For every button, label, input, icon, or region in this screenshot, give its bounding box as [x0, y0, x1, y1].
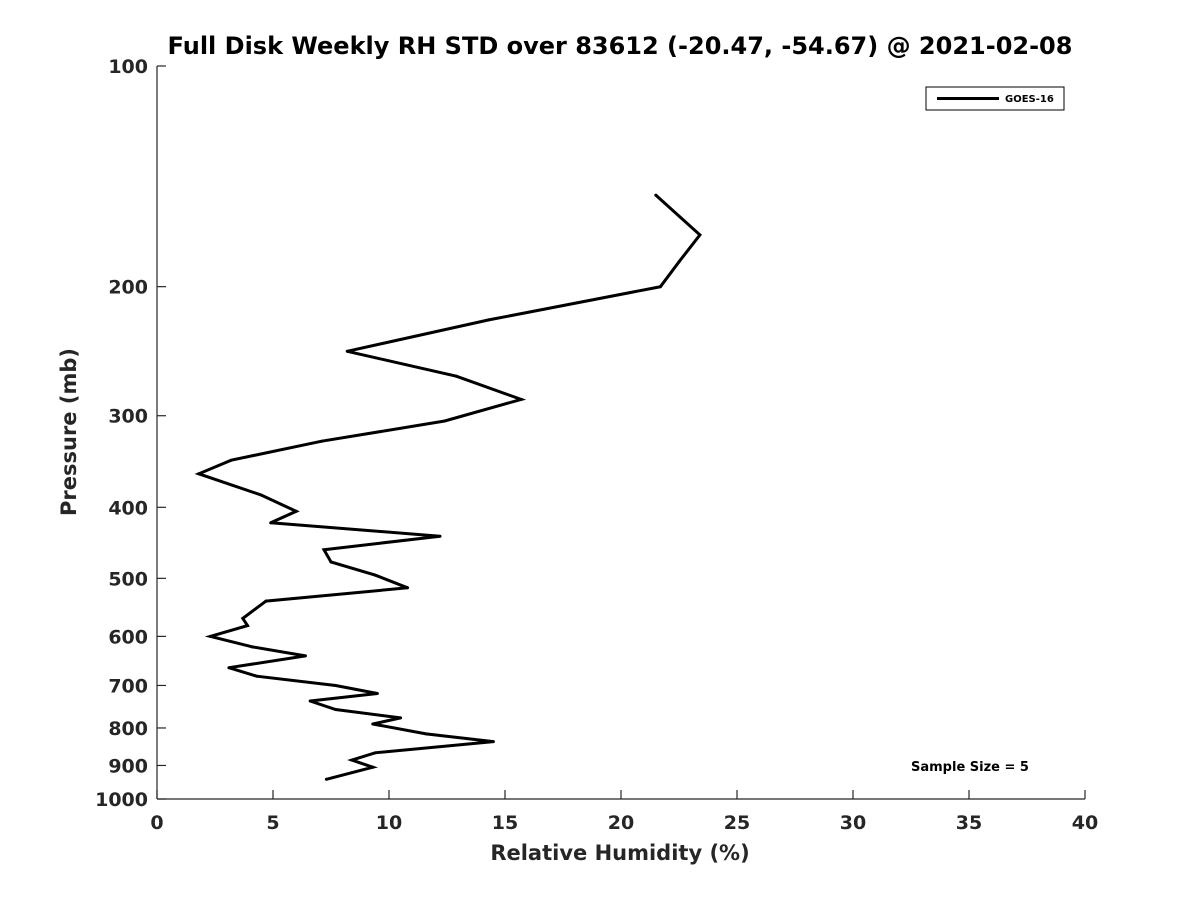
- data-point: [371, 765, 375, 769]
- x-axis-label: Relative Humidity (%): [490, 841, 749, 865]
- y-tick-label: 900: [108, 755, 148, 777]
- data-point: [350, 758, 354, 762]
- x-axis-ticks: 0 5 10 15 20 25 30 35 40: [150, 790, 1098, 834]
- y-tick-label: 600: [108, 626, 148, 648]
- data-point: [487, 318, 491, 322]
- data-point: [375, 692, 379, 696]
- x-tick-label: 10: [376, 812, 402, 834]
- y-tick-label: 100: [108, 56, 148, 78]
- data-point: [329, 560, 333, 564]
- data-point: [334, 683, 338, 687]
- data-point: [345, 349, 349, 353]
- data-point: [229, 458, 233, 462]
- x-tick-label: 20: [608, 812, 634, 834]
- x-tick-label: 15: [492, 812, 518, 834]
- series-layer: [194, 193, 702, 781]
- y-tick-label: 1000: [95, 789, 148, 811]
- data-point: [438, 534, 442, 538]
- data-point: [454, 374, 458, 378]
- data-point: [658, 285, 662, 289]
- data-point: [208, 634, 212, 638]
- y-tick-label: 500: [108, 568, 148, 590]
- data-point: [371, 722, 375, 726]
- data-point: [303, 654, 307, 658]
- x-tick-label: 5: [266, 812, 279, 834]
- x-tick-label: 35: [956, 812, 982, 834]
- x-tick-label: 30: [840, 812, 866, 834]
- data-point: [294, 509, 298, 513]
- data-point: [519, 397, 523, 401]
- data-point: [654, 193, 658, 197]
- data-point: [245, 624, 249, 628]
- data-point: [491, 740, 495, 744]
- y-tick-label: 300: [108, 406, 148, 428]
- x-tick-label: 40: [1072, 812, 1098, 834]
- data-point: [241, 616, 245, 620]
- data-point: [324, 777, 328, 781]
- data-point: [322, 548, 326, 552]
- y-tick-label: 800: [108, 718, 148, 740]
- data-point: [269, 521, 273, 525]
- data-point: [264, 599, 268, 603]
- data-point: [334, 708, 338, 712]
- y-tick-label: 400: [108, 497, 148, 519]
- data-point: [308, 699, 312, 703]
- x-tick-label: 0: [150, 812, 163, 834]
- axes: [156, 66, 1085, 800]
- data-point: [373, 573, 377, 577]
- data-point: [406, 586, 410, 590]
- data-point: [698, 233, 702, 237]
- legend-label-goes-16: GOES-16: [1005, 94, 1054, 105]
- data-point: [320, 439, 324, 443]
- y-axis-ticks: 100 200 300 400 500 600 700 800 900 1000: [95, 56, 166, 811]
- data-point: [424, 732, 428, 736]
- data-point: [259, 493, 263, 497]
- data-point: [227, 666, 231, 670]
- sample-size-annotation: Sample Size = 5: [911, 760, 1029, 775]
- data-point: [399, 716, 403, 720]
- data-point: [197, 472, 201, 476]
- y-tick-label: 200: [108, 277, 148, 299]
- chart-title: Full Disk Weekly RH STD over 83612 (-20.…: [168, 32, 1073, 60]
- y-axis-label: Pressure (mb): [57, 348, 81, 516]
- data-point: [373, 751, 377, 755]
- data-point: [443, 419, 447, 423]
- data-point: [250, 645, 254, 649]
- legend: GOES-16: [925, 86, 1065, 111]
- series-line-goes-16: [194, 193, 702, 781]
- y-tick-label: 700: [108, 675, 148, 697]
- data-point: [677, 260, 681, 264]
- data-point: [255, 674, 259, 678]
- x-tick-label: 25: [724, 812, 750, 834]
